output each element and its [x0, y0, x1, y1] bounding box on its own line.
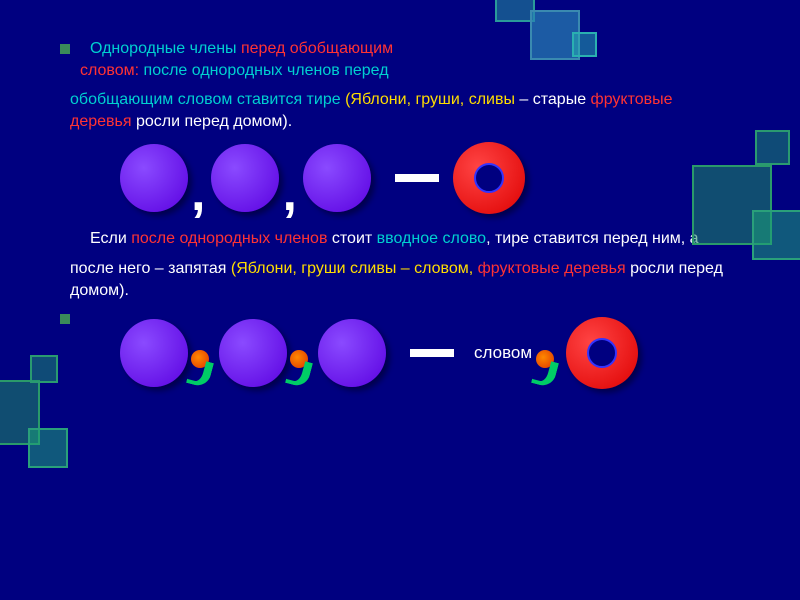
- paragraph-1b: обобщающим словом ставится тире (Яблони,…: [70, 89, 730, 132]
- p1-l1a: Однородные члены: [90, 40, 241, 57]
- red-circle: [453, 142, 525, 214]
- p2-l1b: после однородных членов: [131, 230, 327, 247]
- purple-circle: [120, 319, 188, 387]
- p2-l2b: (Яблони, груши сливы – словом,: [231, 260, 478, 277]
- purple-circle: [219, 319, 287, 387]
- word-label: словом: [474, 343, 532, 363]
- slide-content: Однородные члены перед обобщающим словом…: [70, 38, 730, 403]
- p2-l2c: фруктовые деревья: [478, 260, 626, 277]
- comma-red: [536, 350, 558, 386]
- paragraph-1: Однородные члены перед обобщающим словом…: [70, 38, 730, 81]
- p2-l1d: вводное слово: [377, 230, 486, 247]
- paragraph-2: Если после однородных членов стоит вводн…: [70, 228, 730, 250]
- red-circle-hole: [474, 163, 504, 193]
- red-circle: [566, 317, 638, 389]
- deco-square: [752, 210, 800, 260]
- p1-l4: росли перед домом).: [132, 113, 293, 130]
- purple-circle: [318, 319, 386, 387]
- deco-square: [572, 32, 597, 57]
- p1-l3c: – старые: [515, 91, 591, 108]
- p2-l1a: Если: [90, 230, 131, 247]
- p1-l1b: перед обобщающим: [241, 40, 393, 57]
- dash: [395, 174, 439, 182]
- purple-circle: [120, 144, 188, 212]
- deco-square: [755, 130, 790, 165]
- comma-white: ,: [282, 180, 296, 206]
- p2-l1c: стоит: [327, 230, 376, 247]
- purple-circle: [211, 144, 279, 212]
- deco-square: [28, 428, 68, 468]
- deco-square: [495, 0, 535, 22]
- diagram-2: словом: [120, 317, 730, 389]
- p1-l3b: (Яблони, груши, сливы: [345, 91, 515, 108]
- purple-circle: [303, 144, 371, 212]
- paragraph-2b: после него – запятая (Яблони, груши слив…: [70, 258, 730, 301]
- comma-white: ,: [191, 180, 205, 206]
- comma-red: [191, 350, 213, 386]
- dash: [410, 349, 454, 357]
- p1-l3a: обобщающим словом ставится тире: [70, 91, 345, 108]
- diagram-1: , ,: [120, 142, 730, 214]
- deco-square: [30, 355, 58, 383]
- bullet-2: [60, 314, 70, 324]
- p1-l2a: словом:: [80, 62, 144, 79]
- p2-l1e: , тире ставится перед ним, а: [486, 230, 699, 247]
- red-circle-hole: [587, 338, 617, 368]
- p2-l2a: после него – запятая: [70, 260, 231, 277]
- bullet-1: [60, 44, 70, 54]
- comma-red: [290, 350, 312, 386]
- p1-l2b: после однородных членов перед: [144, 62, 389, 79]
